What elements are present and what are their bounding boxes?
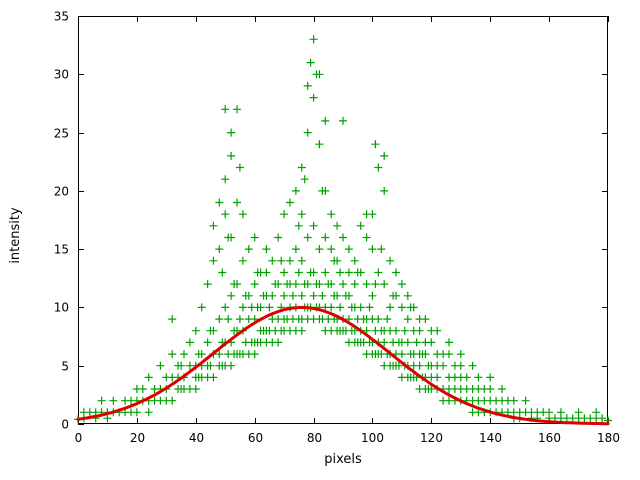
y-tick-label: 30: [54, 68, 69, 82]
x-tick-label: 100: [361, 431, 384, 445]
y-tick-label: 0: [61, 418, 69, 432]
x-tick-label: 120: [420, 431, 443, 445]
fit-curve-line: [76, 305, 610, 426]
y-tick-label: 5: [61, 360, 69, 374]
x-tick-label: 20: [130, 431, 145, 445]
x-tick-label: 140: [479, 431, 502, 445]
x-tick-label: 0: [75, 431, 83, 445]
y-tick-label: 15: [54, 243, 69, 257]
scatter-series: [74, 35, 612, 425]
x-tick-label: 40: [189, 431, 204, 445]
x-tick-label: 160: [538, 431, 561, 445]
x-tick-label: 80: [307, 431, 322, 445]
y-tick-label: 20: [54, 185, 69, 199]
x-tick-label: 180: [597, 431, 620, 445]
y-tick-label: 25: [54, 127, 69, 141]
y-tick-label: 35: [54, 10, 69, 24]
y-axis-title: intensity: [8, 207, 23, 264]
x-axis-title: pixels: [324, 452, 362, 467]
x-tick-label: 60: [248, 431, 263, 445]
plot-frame: [78, 16, 608, 424]
y-tick-label: 10: [54, 301, 69, 315]
